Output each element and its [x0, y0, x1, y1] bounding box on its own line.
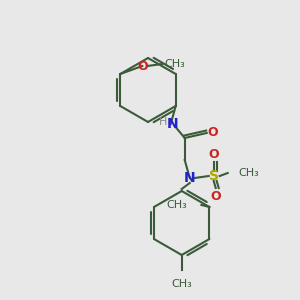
Text: CH₃: CH₃: [167, 200, 188, 210]
Text: O: O: [207, 127, 218, 140]
Text: N: N: [167, 117, 178, 131]
Text: S: S: [209, 169, 219, 183]
Text: CH₃: CH₃: [164, 59, 185, 69]
Text: CH₃: CH₃: [171, 279, 192, 289]
Text: O: O: [208, 148, 219, 160]
Text: O: O: [210, 190, 221, 202]
Text: N: N: [184, 171, 196, 185]
Text: O: O: [137, 59, 148, 73]
Text: CH₃: CH₃: [239, 168, 260, 178]
Text: H: H: [158, 117, 167, 127]
